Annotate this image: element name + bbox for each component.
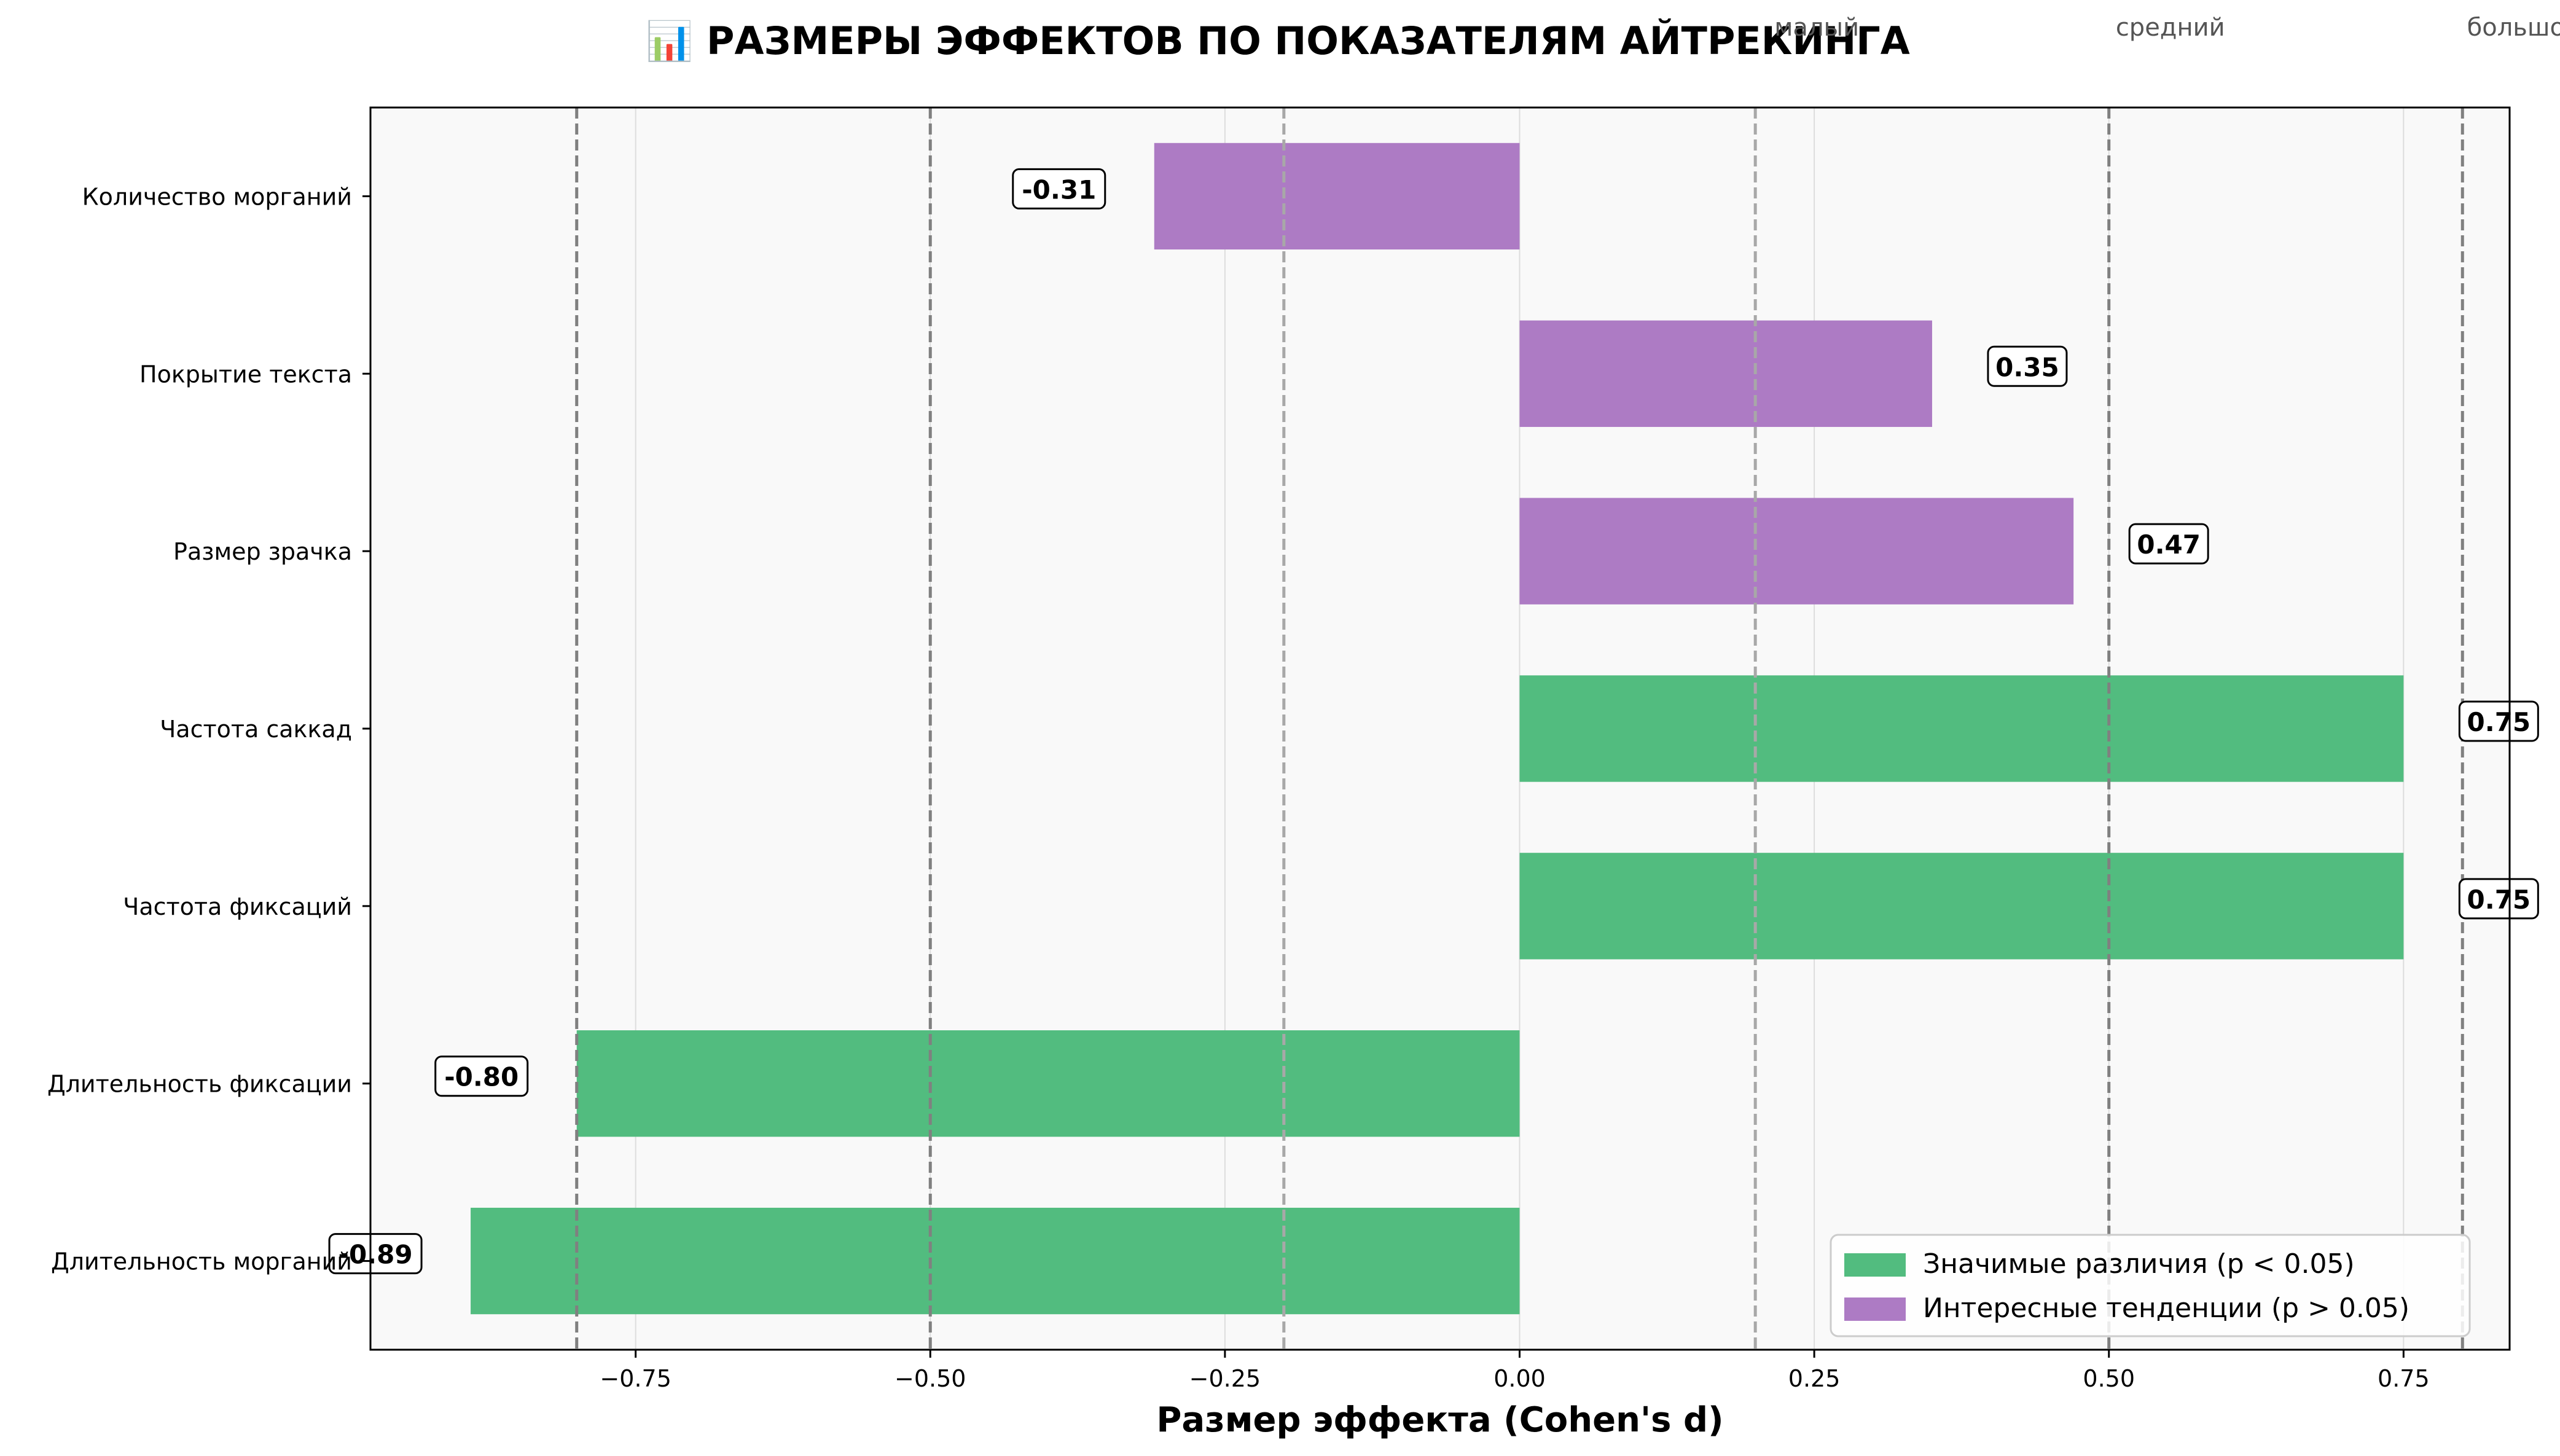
x-tick-label: −0.25 [1189,1365,1261,1392]
value-label: -0.89 [339,1240,413,1270]
reference-labels: малый средний большой [1774,14,2560,42]
category-label: Частота саккад [160,716,352,743]
value-label-box [2128,523,2209,565]
x-tick-label: 0.75 [2378,1365,2430,1392]
legend-swatch [1844,1297,1906,1321]
legend-swatch [1844,1253,1906,1277]
category-label: Размер зрачка [173,538,352,565]
y-axis-ticks: Количество морганий Покрытие текста Размер… [47,183,370,1275]
category-label: Частота фиксаций [123,893,352,920]
bar [1154,143,1520,250]
bar [1519,498,2074,605]
value-label-box [2458,878,2539,920]
legend-label: Значимые различия (p < 0.05) [1923,1248,2355,1280]
category-label: Количество морганий [82,183,352,210]
reference-label: большой [2467,14,2560,42]
value-label: 0.75 [2467,885,2531,915]
value-label-box [2458,700,2539,742]
x-tick-label: −0.75 [600,1365,671,1392]
x-tick-label: 0.00 [1493,1365,1546,1392]
x-axis-ticks: −0.75 −0.50 −0.25 0.00 0.25 0.50 0.75 [600,1350,2430,1392]
value-label: -0.80 [444,1062,519,1092]
reference-label: средний [2116,14,2225,42]
value-label: 0.35 [1995,352,2059,382]
legend-box [1830,1234,2471,1337]
category-label: Длительность фиксации [47,1071,352,1098]
x-tick-label: 0.50 [2083,1365,2135,1392]
x-tick-label: 0.25 [1788,1365,1841,1392]
bar [1519,320,1932,427]
reference-label: малый [1774,14,1859,42]
category-label: Покрытие текста [139,361,352,388]
value-label-box [1987,345,2068,387]
category-label: Длительность морганий [51,1248,352,1275]
bars [471,143,2404,1315]
x-axis-label: Размер эффекта (Cohen's d) [1156,1400,1723,1440]
legend-label: Интересные тенденции (p > 0.05) [1923,1293,2409,1324]
legend: Значимые различия (p < 0.05) Интересные т… [1830,1234,2471,1337]
bar [576,1030,1520,1137]
value-label-box [328,1233,423,1275]
value-label: 0.47 [2137,530,2201,560]
value-label: 0.75 [2467,707,2531,737]
bar [1519,853,2404,960]
bar [1519,675,2404,782]
chart-title: 📊 РАЗМЕРЫ ЭФФЕКТОВ ПО ПОКАЗАТЕЛЯМ АЙТРЕК… [646,18,1909,63]
x-tick-label: −0.50 [894,1365,966,1392]
value-label: -0.31 [1022,174,1096,205]
value-labels: -0.31 0.35 0.47 0.75 0.75 -0.80 -0.89 [328,168,2539,1275]
value-label-box [1012,168,1106,209]
value-label-box [434,1055,529,1097]
bar [471,1207,1520,1315]
